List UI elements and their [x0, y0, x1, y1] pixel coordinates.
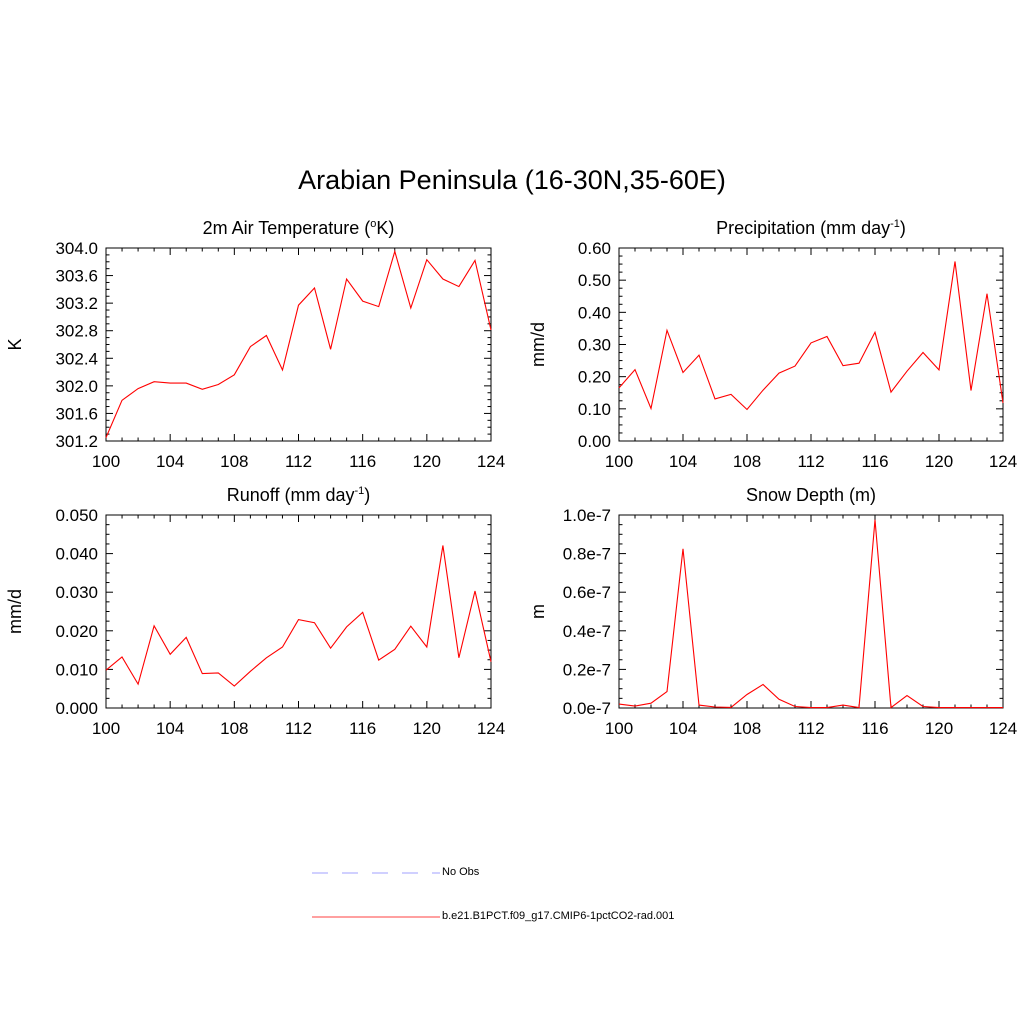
- y-tick-label: 0.040: [55, 545, 98, 564]
- figure-title: Arabian Peninsula (16-30N,35-60E): [298, 165, 726, 195]
- y-tick-label: 0.00: [578, 432, 611, 451]
- panel-title: 2m Air Temperature (oK): [203, 218, 395, 238]
- x-tick-label: 112: [797, 719, 824, 738]
- y-axis-label: K: [5, 338, 25, 350]
- x-tick-label: 112: [285, 452, 312, 471]
- x-tick-label: 124: [989, 452, 1017, 471]
- x-tick-label: 104: [669, 719, 697, 738]
- x-tick-label: 124: [477, 452, 505, 471]
- y-tick-label: 0.030: [55, 583, 98, 602]
- series-line: [105, 545, 492, 687]
- x-tick-label: 112: [285, 719, 312, 738]
- y-tick-label: 0.4e-7: [563, 622, 611, 641]
- chart-panel-3: 100 104 108 112 116 120 124 0.000 0.010 0.020 0.03…: [5, 485, 505, 738]
- x-tick-label: 108: [733, 452, 761, 471]
- y-tick-label: 0.60: [578, 239, 611, 258]
- series-line: [618, 261, 1004, 411]
- legend-swatch-no-obs: [312, 872, 440, 874]
- y-tick-label: 302.4: [55, 349, 98, 368]
- y-tick-label: 1.0e-7: [563, 506, 611, 525]
- y-tick-label: 302.8: [55, 322, 98, 341]
- y-tick-label: 0.30: [578, 336, 611, 355]
- chart-panel-1: 100 104 108 112 116 120 124 301.2 301.6 302.0 302.…: [5, 218, 505, 471]
- x-tick-label: 100: [92, 452, 120, 471]
- x-tick-label: 104: [669, 452, 697, 471]
- y-axis-label: m: [528, 604, 548, 619]
- y-tick-label: 303.2: [55, 294, 98, 313]
- y-tick-label: 303.6: [55, 267, 98, 286]
- y-tick-label: 304.0: [55, 239, 98, 258]
- panel-title: Precipitation (mm day-1): [716, 218, 906, 238]
- legend-label-no-obs: No Obs: [442, 866, 480, 878]
- x-tick-label: 124: [989, 719, 1017, 738]
- x-tick-label: 108: [220, 452, 248, 471]
- plot-frame: [105, 514, 492, 709]
- y-tick-label: 0.0e-7: [563, 699, 611, 718]
- x-tick-label: 120: [925, 452, 953, 471]
- y-tick-label: 301.2: [55, 432, 98, 451]
- x-tick-label: 108: [220, 719, 248, 738]
- y-tick-label: 0.010: [55, 660, 98, 679]
- x-tick-label: 104: [156, 719, 184, 738]
- y-axis-label: mm/d: [528, 322, 548, 367]
- y-tick-label: 0.50: [578, 271, 611, 290]
- y-tick-label: 0.2e-7: [563, 660, 611, 679]
- y-tick-label: 0.40: [578, 303, 611, 322]
- y-tick-label: 0.6e-7: [563, 583, 611, 602]
- x-tick-label: 100: [605, 719, 633, 738]
- x-tick-label: 120: [413, 452, 441, 471]
- y-tick-label: 302.0: [55, 377, 98, 396]
- y-tick-label: 0.000: [55, 699, 98, 718]
- x-tick-label: 120: [413, 719, 441, 738]
- y-tick-label: 0.8e-7: [563, 545, 611, 564]
- y-tick-label: 301.6: [55, 404, 98, 423]
- legend-label-model: b.e21.B1PCT.f09_g17.CMIP6-1pctCO2-rad.00…: [442, 910, 675, 922]
- x-tick-label: 116: [861, 452, 888, 471]
- legend-swatch-model: [312, 916, 440, 918]
- y-tick-label: 0.20: [578, 368, 611, 387]
- series-line: [618, 519, 1003, 709]
- x-tick-label: 100: [92, 719, 120, 738]
- y-axis-label: mm/d: [5, 589, 25, 634]
- plot-frame: [618, 514, 1004, 709]
- y-tick-label: 0.050: [55, 506, 98, 525]
- x-tick-label: 100: [605, 452, 633, 471]
- x-tick-label: 112: [797, 452, 824, 471]
- y-tick-label: 0.10: [578, 400, 611, 419]
- x-tick-label: 120: [925, 719, 953, 738]
- x-tick-label: 116: [861, 719, 888, 738]
- x-tick-label: 104: [156, 452, 184, 471]
- chart-panel-4: 100 104 108 112 116 120 124 0.0e-7 0.2e-7 0.4e-7 0…: [528, 485, 1017, 738]
- plot-frame: [105, 247, 492, 442]
- chart-panel-2: 100 104 108 112 116 120 124 0.00 0.10 0.20 0.30 0.4…: [528, 218, 1017, 471]
- plot-frame: [618, 247, 1004, 442]
- panel-title: Runoff (mm day-1): [227, 485, 371, 505]
- x-tick-label: 108: [733, 719, 761, 738]
- x-tick-label: 116: [349, 719, 376, 738]
- panel-title: Snow Depth (m): [746, 485, 876, 505]
- y-tick-label: 0.020: [55, 622, 98, 641]
- x-tick-label: 124: [477, 719, 505, 738]
- series-line: [105, 249, 492, 438]
- x-tick-label: 116: [349, 452, 376, 471]
